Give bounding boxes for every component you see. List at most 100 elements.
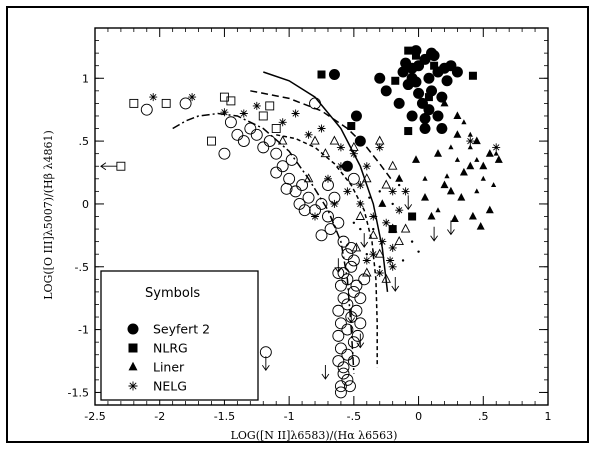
x-tick-label: -2.5 xyxy=(84,410,105,423)
data-point-circle-open xyxy=(259,346,272,359)
data-point-triangle-filled xyxy=(454,157,460,162)
diagnostic-curve-dash-dot xyxy=(172,112,355,374)
data-point-circle-open xyxy=(334,342,347,355)
data-point-asterisk xyxy=(188,93,197,102)
data-point-asterisk xyxy=(386,256,395,265)
data-point-square-filled xyxy=(411,51,420,60)
data-point-circle-filled xyxy=(393,97,405,109)
data-point-square-filled xyxy=(347,122,356,131)
data-point-circle-open xyxy=(296,179,309,192)
data-point-triangle-filled xyxy=(479,161,488,170)
data-point-circle-filled xyxy=(406,110,418,122)
data-point-circle-open xyxy=(345,260,358,273)
data-point-circle-open xyxy=(302,191,315,204)
upper-limit-arrow xyxy=(356,333,365,349)
data-point-triangle-filled xyxy=(480,175,486,181)
data-point-circle-filled xyxy=(436,91,448,103)
data-point-triangle-open xyxy=(381,273,391,283)
data-point-circle-open xyxy=(283,172,296,185)
data-point-asterisk xyxy=(336,143,345,152)
data-point-asterisk xyxy=(343,187,352,196)
data-point-circle-open xyxy=(218,147,231,160)
data-point-square-open xyxy=(265,101,275,111)
data-point-triangle-filled xyxy=(476,222,485,230)
y-tick-label: 0 xyxy=(82,198,89,211)
data-point-circle-filled xyxy=(451,66,463,78)
data-point-triangle-filled xyxy=(453,130,462,138)
data-point-triangle-filled xyxy=(453,111,462,119)
legend-label: NELG xyxy=(153,379,187,394)
data-point-triangle-filled xyxy=(485,149,494,157)
data-point-asterisk xyxy=(378,237,387,246)
data-point-triangle-filled xyxy=(468,211,477,220)
data-point-circle-open xyxy=(341,323,354,336)
x-axis-title: LOG([N II]λ6583)/(Hα λ6563) xyxy=(231,429,398,442)
data-point-circle-open xyxy=(337,235,350,248)
data-point-circle-filled xyxy=(436,123,448,135)
data-point-circle-open xyxy=(337,367,350,380)
legend-label: NLRG xyxy=(153,341,188,356)
data-point-square-filled xyxy=(424,93,433,102)
y-tick-label: .5 xyxy=(79,135,90,148)
data-point-circle-open xyxy=(140,103,153,116)
legend-label: Seyfert 2 xyxy=(153,322,210,337)
data-point-dot xyxy=(368,196,371,199)
data-point-circle-open xyxy=(334,279,347,292)
data-point-circle-filled xyxy=(432,110,444,122)
upper-limit-arrow xyxy=(391,277,400,292)
data-point-triangle-open xyxy=(387,160,398,170)
y-tick-label: -1 xyxy=(78,324,89,337)
data-point-triangle-filled xyxy=(491,182,497,187)
data-point-circle-open xyxy=(354,292,367,305)
data-point-circle-filled xyxy=(441,75,453,87)
data-point-triangle-open xyxy=(374,135,385,145)
data-point-circle-filled xyxy=(413,87,425,99)
data-point-triangle-filled xyxy=(421,111,429,119)
data-point-asterisk xyxy=(375,143,384,152)
data-point-asterisk xyxy=(239,109,248,118)
data-point-triangle-filled xyxy=(493,150,499,156)
data-point-circle-open xyxy=(334,317,347,330)
data-point-circle-open xyxy=(341,373,354,386)
data-point-circle-open xyxy=(350,279,363,292)
data-point-asterisk xyxy=(369,250,378,259)
upper-limit-arrow xyxy=(321,365,330,380)
data-point-circle-open xyxy=(322,179,334,192)
data-point-asterisk xyxy=(356,199,365,208)
legend-marker-square-filled xyxy=(128,343,138,353)
data-point-triangle-filled xyxy=(466,161,475,170)
data-point-square-open xyxy=(161,98,171,108)
data-point-circle-open xyxy=(322,210,334,223)
data-point-asterisk xyxy=(466,137,475,146)
data-point-asterisk xyxy=(388,243,397,252)
data-point-circle-open xyxy=(237,135,250,148)
data-point-circle-open xyxy=(341,348,354,361)
data-point-circle-open xyxy=(332,216,345,229)
data-point-circle-open xyxy=(315,197,328,210)
data-point-asterisk xyxy=(324,174,332,183)
data-point-square-filled xyxy=(317,70,326,79)
data-point-triangle-filled xyxy=(467,131,473,137)
data-point-dot xyxy=(401,259,405,262)
data-point-triangle-filled xyxy=(485,205,494,214)
data-point-asterisk xyxy=(362,162,371,171)
data-point-circle-open xyxy=(337,267,350,279)
x-tick-label: -.5 xyxy=(347,410,361,423)
y-tick-label: -.5 xyxy=(75,261,89,274)
data-point-triangle-open xyxy=(387,223,398,233)
data-point-asterisk xyxy=(356,181,365,190)
legend-title: Symbols xyxy=(145,286,200,301)
data-point-circle-open xyxy=(347,172,360,185)
data-point-triangle-open xyxy=(368,229,379,239)
data-point-circle-open xyxy=(179,97,192,110)
upper-limit-arrow xyxy=(404,195,413,211)
legend: Symbols Seyfert 2 NLRG Liner NELG xyxy=(100,270,259,401)
data-point-circle-open xyxy=(328,191,341,204)
y-tick-label: -1.5 xyxy=(68,386,89,399)
data-point-circle-open xyxy=(250,128,263,141)
data-point-circle-open xyxy=(341,298,354,311)
data-point-square-filled xyxy=(404,46,413,55)
data-point-triangle-filled xyxy=(457,193,466,201)
data-point-circle-open xyxy=(289,185,302,198)
data-point-triangle-filled xyxy=(467,144,473,150)
